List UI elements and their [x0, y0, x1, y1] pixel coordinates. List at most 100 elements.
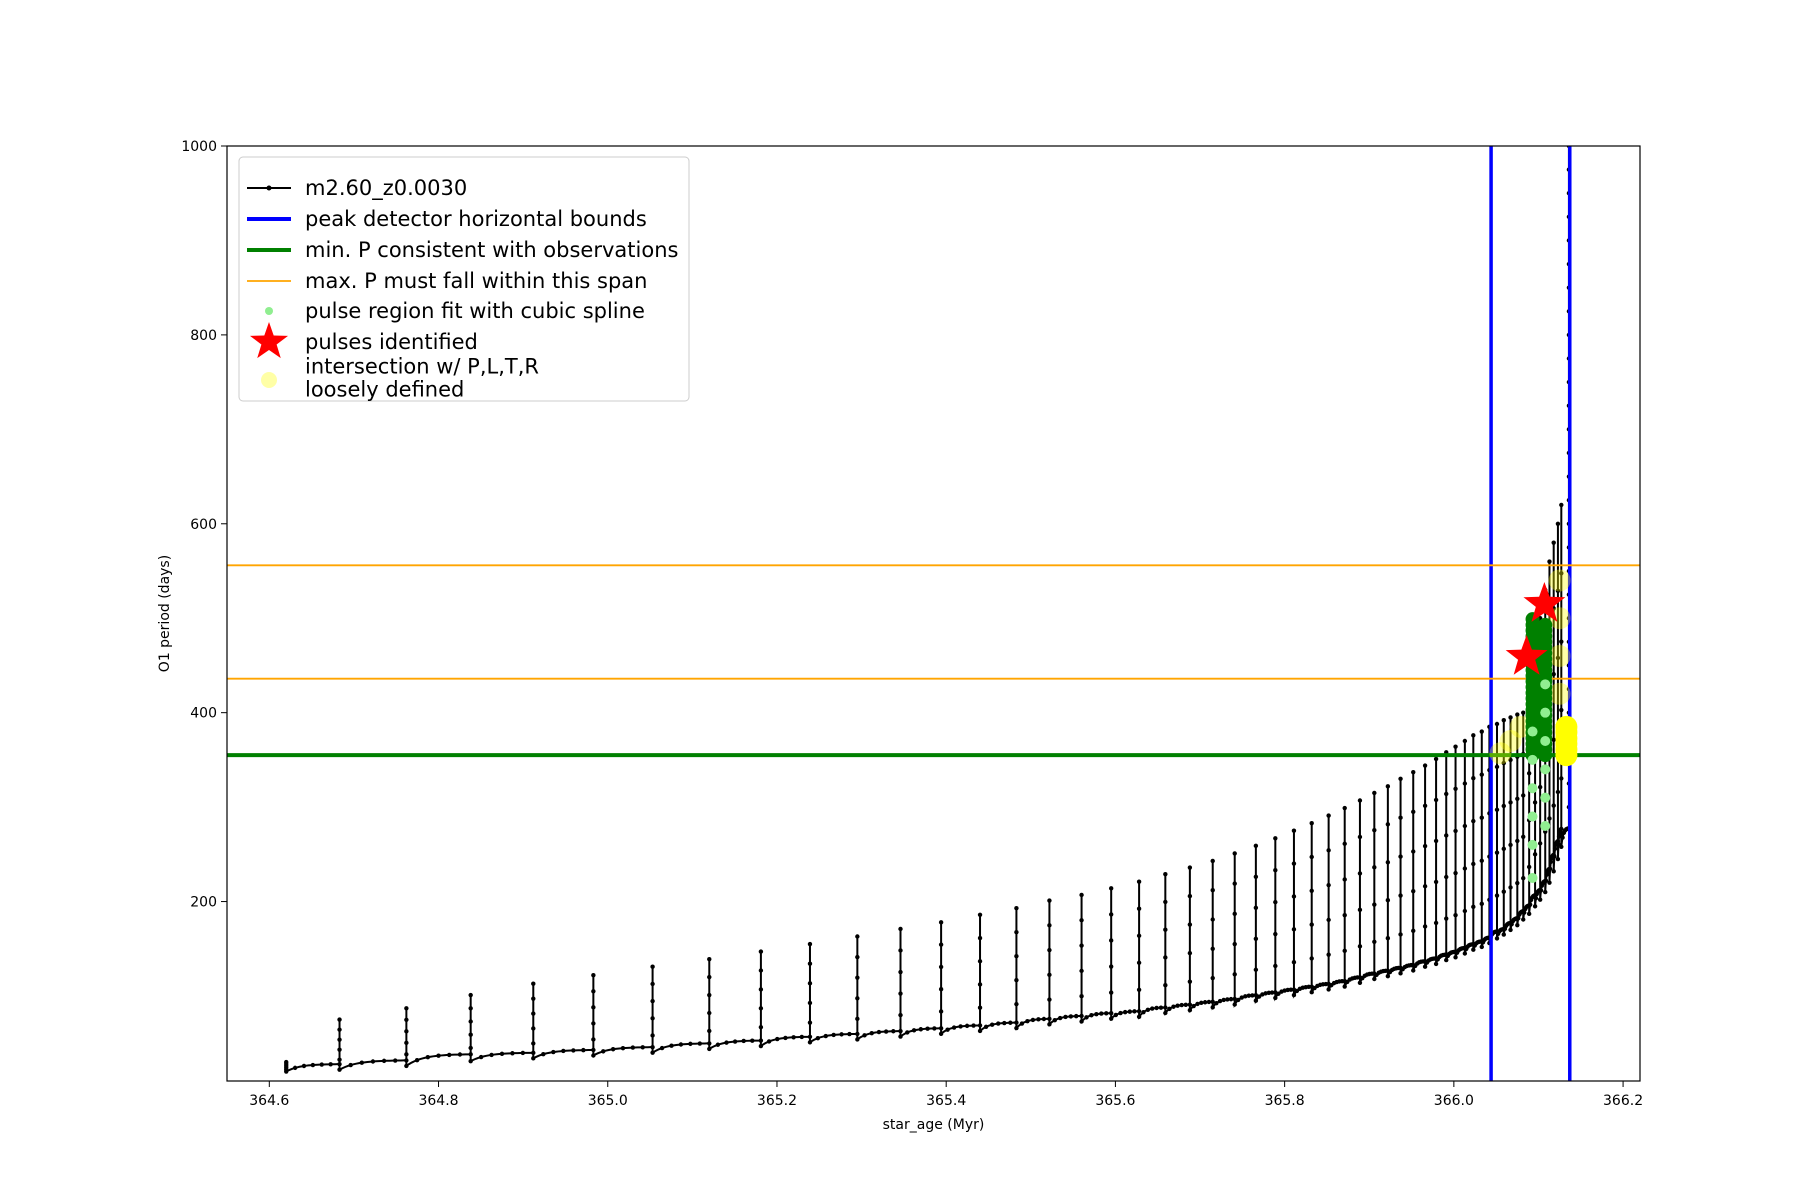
legend-symbol [249, 322, 289, 359]
series-point-main [1552, 854, 1557, 859]
series-point-main [932, 1026, 937, 1031]
series-point-main [1291, 861, 1297, 866]
series-point-main [1309, 990, 1314, 995]
series-point-main [707, 956, 712, 962]
series-point-main [898, 1034, 903, 1039]
series-point-main [1079, 993, 1084, 999]
series-point-main [799, 1034, 804, 1040]
series-point-main [359, 1060, 365, 1065]
series-point-main [971, 1023, 976, 1028]
series-point-main [1372, 939, 1377, 944]
series-point-main [1444, 833, 1449, 838]
plot-area [227, 146, 1640, 1081]
series-point-main [1210, 858, 1215, 864]
series-point-main [1132, 1009, 1137, 1014]
series-point-main [1411, 888, 1416, 894]
series-point-main [650, 964, 655, 969]
series-point-main [1372, 976, 1377, 982]
series-point-main [404, 1052, 409, 1057]
legend-box [238, 156, 690, 402]
series-point-main [1515, 880, 1520, 886]
series-point-main [650, 998, 655, 1004]
legend-label: intersection w/ P,L,T,R [305, 355, 539, 379]
series-point-main [630, 1045, 636, 1050]
series-point-main [1326, 987, 1331, 992]
series-point-main [1187, 1007, 1193, 1013]
series-point-main [1079, 943, 1084, 948]
series-point-main [1471, 776, 1476, 781]
series-point-main [531, 1026, 536, 1031]
series-point-main [1433, 797, 1439, 803]
series-point-main [404, 1063, 409, 1069]
series-point-main [284, 1059, 289, 1065]
x-tick-label: 364.6 [249, 1093, 289, 1109]
series-point-main [328, 1062, 333, 1067]
series-point-main [457, 1052, 463, 1057]
series-point-main [1217, 998, 1223, 1004]
series-point-main [1555, 588, 1561, 594]
series-point-main [1057, 1015, 1063, 1021]
series-point-main [1385, 898, 1391, 903]
series-point-main [1422, 884, 1428, 889]
series-point-main [1239, 995, 1244, 1000]
series-point-main [1462, 781, 1468, 786]
plot-frame [226, 145, 1641, 1082]
series-point-main [996, 1021, 1001, 1026]
series-point-main [531, 1050, 536, 1056]
series-point-main [520, 1050, 526, 1056]
series-point-main [1521, 793, 1526, 798]
series-point-main [1372, 902, 1377, 907]
series-point-main [1253, 905, 1259, 910]
series-point-main [292, 1065, 298, 1071]
series-point-main [750, 1038, 755, 1043]
series-point-main [758, 1038, 764, 1043]
series-point-main [1508, 885, 1513, 890]
series-point-main [1552, 846, 1558, 851]
series-point-main [1385, 860, 1391, 865]
series-point-main [591, 989, 596, 994]
series-point-main [1210, 888, 1215, 893]
series-point-main [1508, 757, 1513, 763]
series-point-main [393, 1058, 398, 1063]
series-point-main [1326, 952, 1331, 957]
series-point-main [1537, 897, 1543, 902]
series-point-main [855, 1037, 860, 1042]
series-point-main [1232, 996, 1237, 1002]
series-point-main [1422, 763, 1428, 768]
series-point-main [1014, 953, 1019, 959]
series-point-main [1547, 559, 1552, 564]
legend-label: pulses identified [305, 330, 478, 354]
series-point-main [1555, 521, 1561, 526]
series-point-main [1136, 1014, 1142, 1019]
pulse-star [1523, 582, 1566, 622]
series-point-main [898, 1028, 903, 1034]
series-point-main [1187, 865, 1193, 870]
series-point-main [1398, 971, 1403, 976]
series-point-main [1108, 912, 1114, 917]
series-point-main [869, 1030, 874, 1036]
y-tick-label: 800 [190, 328, 217, 344]
series-point-main [1154, 1005, 1159, 1011]
series-point-main [1232, 1002, 1237, 1007]
series-point-main [1462, 951, 1468, 956]
series-point-main [741, 1038, 746, 1044]
series-point-main [1462, 823, 1468, 829]
series-point-main [404, 1058, 409, 1063]
series-point-main [855, 954, 860, 960]
spline-point [1540, 792, 1551, 803]
series-point-main [1385, 822, 1391, 827]
series-point-main [1232, 881, 1237, 886]
series-point-main [1191, 1003, 1196, 1009]
series-point-main [1232, 911, 1237, 917]
series-point-main [1501, 889, 1506, 894]
series-point-main [301, 1063, 307, 1069]
series-point-main [1014, 905, 1019, 911]
series-point-main [1543, 889, 1548, 895]
series-point-main [1508, 842, 1513, 848]
series-point-main [1422, 803, 1428, 808]
series-point-main [855, 996, 860, 1001]
series-point-main [1422, 843, 1428, 849]
series-point-main [414, 1057, 420, 1063]
series-point-main [591, 1021, 596, 1026]
series-point-main [807, 961, 813, 966]
